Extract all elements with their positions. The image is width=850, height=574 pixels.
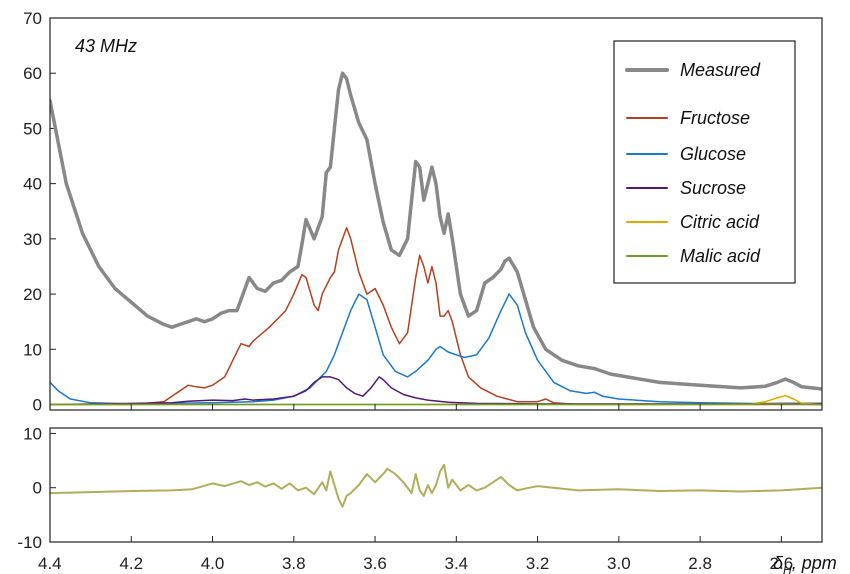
x-tick-label: 4.0 [201,554,225,573]
x-axis: 4.4 4.2 4.0 3.8 3.6 3.4 3.2 3.0 2.8 2.6δH, ppm [38,404,837,574]
legend-label-malic-acid: Malic acid [680,246,761,266]
residual-panel: -10 0 10 [17,424,823,552]
y-tick-label: 50 [23,119,42,138]
y-tick-label: 40 [23,175,42,194]
x-tick-label: 3.6 [363,554,387,573]
y-tick-label: 20 [23,285,42,304]
y-tick-label: 30 [23,230,42,249]
series-line-measured [50,71,822,391]
main-plot-frame [49,17,823,411]
series-line-malic-acid [50,403,822,406]
residual-y-tick-label: 10 [23,424,42,443]
y-tick-label: 10 [23,340,42,359]
field-strength-annotation: 43 MHz [75,36,137,56]
legend: Measured Fructose Glucose Sucrose Citric aci… [613,40,796,284]
residual-y-tick-label: 0 [33,479,42,498]
series-line-fructose [50,227,822,406]
residual-plot-frame [49,427,823,543]
x-tick-label: 2.8 [688,554,712,573]
x-tick-label: 3.2 [526,554,550,573]
series-line-glucose [50,293,822,406]
residual-y-tick-label: -10 [17,533,42,552]
x-tick-label: 4.4 [38,554,62,573]
legend-label-sucrose: Sucrose [680,178,746,198]
x-tick-label: 3.0 [607,554,631,573]
legend-label-measured: Measured [680,60,761,80]
x-tick-label: 4.2 [119,554,143,573]
residual-series-group [50,463,822,508]
legend-label-fructose: Fructose [680,108,750,128]
x-tick-label: 3.8 [282,554,306,573]
x-tick-label: 2.6 [770,554,794,573]
x-tick-label: 3.4 [444,554,468,573]
legend-label-glucose: Glucose [680,144,746,164]
y-tick-label: 70 [23,9,42,28]
y-tick-label: 0 [33,395,42,414]
main-spectrum-panel: 0 10 20 30 40 50 60 70 43 MHz Measured Fructose Glu… [23,9,823,414]
y-tick-label: 60 [23,64,42,83]
x-axis-label: δH, ppm [773,553,837,574]
series-line-residual [50,463,822,508]
series-line-sucrose [50,376,822,406]
legend-label-citric-acid: Citric acid [680,212,760,232]
legend-box [613,40,796,284]
